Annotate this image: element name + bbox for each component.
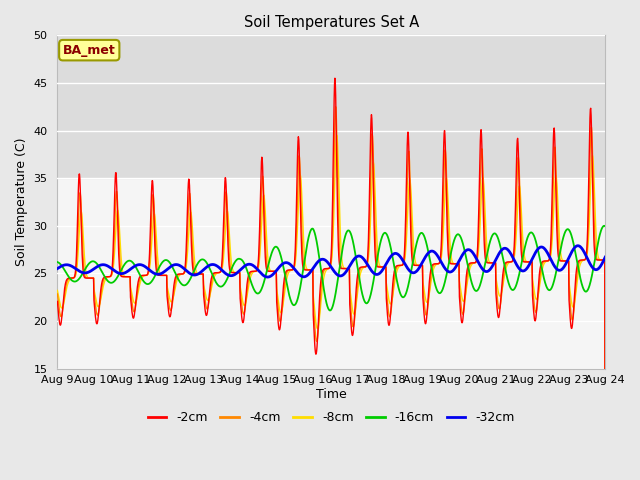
Title: Soil Temperatures Set A: Soil Temperatures Set A	[244, 15, 419, 30]
X-axis label: Time: Time	[316, 387, 347, 400]
Text: BA_met: BA_met	[63, 44, 116, 57]
Legend: -2cm, -4cm, -8cm, -16cm, -32cm: -2cm, -4cm, -8cm, -16cm, -32cm	[143, 406, 520, 429]
Y-axis label: Soil Temperature (C): Soil Temperature (C)	[15, 138, 28, 266]
Bar	[58, 36, 605, 178]
